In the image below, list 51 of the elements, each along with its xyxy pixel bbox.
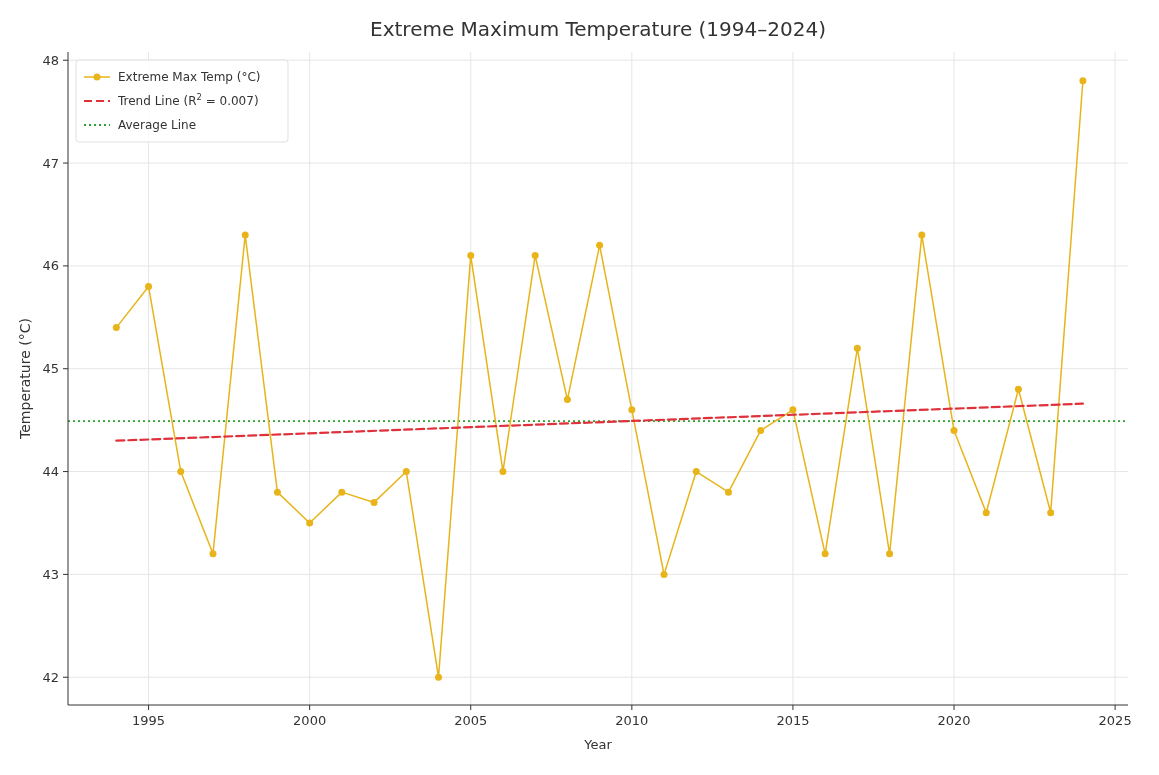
x-tick-label: 1995 [132,713,166,728]
point [1079,77,1087,85]
point [531,252,539,260]
x-tick-label: 2015 [776,713,810,728]
point [596,241,604,249]
point [435,673,443,681]
y-tick-label: 42 [42,669,59,685]
point [724,488,732,496]
y-tick-label: 45 [42,361,59,377]
point [467,252,475,260]
point [306,519,314,527]
x-axis-title: Year [583,737,613,752]
point [209,550,217,558]
point [112,324,120,332]
y-tick-label: 48 [42,52,59,68]
point [660,570,668,578]
point [563,396,571,404]
point [821,550,829,558]
legend-label: Average Line [118,118,197,133]
y-tick-label: 44 [42,464,59,480]
point [853,344,861,352]
point [499,468,507,476]
y-axis-title: Temperature (°C) [17,318,33,440]
x-tick-label: 2010 [615,713,649,728]
point [1014,385,1022,393]
point [177,468,185,476]
point [338,488,346,496]
x-tick-label: 2000 [293,713,327,728]
point [628,406,636,414]
point [402,468,410,476]
x-tick-label: 2005 [454,713,488,728]
point [982,509,990,517]
x-tick-label: 2020 [937,713,971,728]
point [1047,509,1055,517]
point [789,406,797,414]
x-tick-label: 2025 [1098,713,1132,728]
legend-label: Extreme Max Temp (°C) [118,70,261,85]
point [757,426,765,434]
legend-label: Trend Line (R$^{2}$ = 0.007) [117,92,259,109]
point [950,426,958,434]
point [370,498,378,506]
point [145,282,153,290]
point [273,488,281,496]
y-tick-label: 46 [42,258,59,274]
y-tick-label: 43 [42,566,59,582]
point [241,231,249,239]
point [692,468,700,476]
y-tick-label: 47 [42,155,59,171]
point [886,550,894,558]
chart-title: Extreme Maximum Temperature (1994–2024) [370,17,826,41]
point [918,231,926,239]
